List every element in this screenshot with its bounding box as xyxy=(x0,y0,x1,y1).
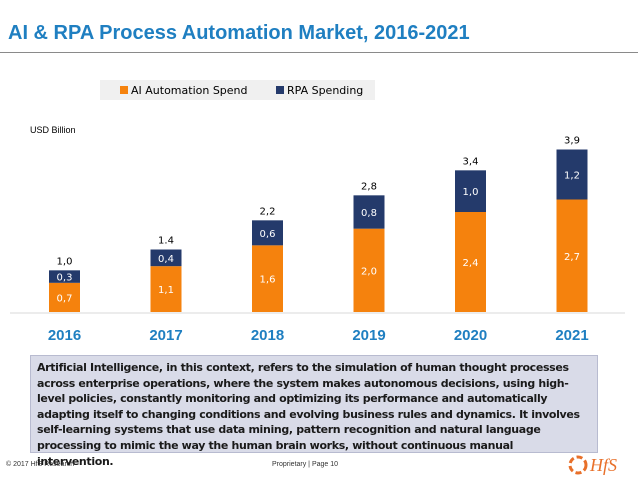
data-label-2019-rpa: 0,8 xyxy=(361,208,377,219)
data-label-2020-rpa: 1,0 xyxy=(463,187,479,198)
bar-2019-ai xyxy=(353,228,385,312)
bar-2016-ai xyxy=(49,282,80,312)
bar-2016-rpa xyxy=(49,270,80,283)
data-label-2017-rpa: 0,4 xyxy=(158,254,174,265)
data-label-2021-rpa: 1,2 xyxy=(564,171,580,182)
page-label: Proprietary | Page 10 xyxy=(272,461,339,468)
bar-2018-ai xyxy=(252,245,283,312)
legend-box xyxy=(100,80,375,100)
bar-2018-rpa xyxy=(252,220,283,246)
data-label-2019-ai: 2,0 xyxy=(361,266,377,277)
definition-note: Artificial Intelligence, in this context… xyxy=(30,355,598,468)
total-label-2016: 1,0 xyxy=(57,256,73,267)
bars-group: 0,7 0,3 1,0 1,1 0,4 1.4 1,6 0,6 2,2 2,0 0,8 2,8 2,4 1… xyxy=(49,136,588,312)
legend-label-1: RPA Spending xyxy=(287,84,363,97)
x-tick-2021: 2021 xyxy=(555,327,588,344)
title-divider xyxy=(0,52,638,53)
x-axis-ticks: 2016 2017 2018 2019 2020 2021 xyxy=(48,327,589,344)
data-label-2021-ai: 2,7 xyxy=(564,252,580,263)
x-tick-2020: 2020 xyxy=(454,327,487,344)
bar-2021-ai xyxy=(556,199,588,312)
bar-2020-ai xyxy=(455,212,486,312)
data-label-2018-rpa: 0,6 xyxy=(260,229,276,240)
total-label-2018: 2,2 xyxy=(260,206,276,217)
legend-swatch-0 xyxy=(120,86,128,94)
y-axis-label: USD Billion xyxy=(30,125,76,135)
logo-text: HfS xyxy=(589,455,617,475)
data-label-2016-rpa: 0,3 xyxy=(57,273,73,284)
bar-2017-rpa xyxy=(150,249,182,267)
bar-2020-rpa xyxy=(455,170,486,212)
total-label-2019: 2,8 xyxy=(361,181,377,192)
legend-label-0: AI Automation Spend xyxy=(131,84,248,97)
data-label-2016-ai: 0,7 xyxy=(57,293,73,304)
total-label-2021: 3,9 xyxy=(564,136,580,147)
chart-legend: AI Automation Spend RPA Spending xyxy=(120,84,363,97)
logo-mark-icon xyxy=(568,455,588,475)
x-tick-2017: 2017 xyxy=(149,327,182,344)
hfs-logo: HfS xyxy=(568,455,617,475)
page-title: AI & RPA Process Automation Market, 2016… xyxy=(8,22,470,44)
bar-2017-ai xyxy=(150,266,182,312)
legend-swatch-1 xyxy=(276,86,284,94)
copyright-text: © 2017 HfS Research xyxy=(6,461,75,468)
data-label-2020-ai: 2,4 xyxy=(463,258,479,269)
total-label-2017: 1.4 xyxy=(158,236,174,247)
total-label-2020: 3,4 xyxy=(463,156,479,167)
x-tick-2018: 2018 xyxy=(251,327,284,344)
x-tick-2019: 2019 xyxy=(352,327,385,344)
stacked-bar-chart: AI Automation Spend RPA Spending USD Bill… xyxy=(10,80,625,344)
bar-2021-rpa xyxy=(556,149,588,200)
bar-2019-rpa xyxy=(353,195,385,229)
x-tick-2016: 2016 xyxy=(48,327,81,344)
data-label-2017-ai: 1,1 xyxy=(158,285,174,296)
data-label-2018-ai: 1,6 xyxy=(260,275,276,286)
